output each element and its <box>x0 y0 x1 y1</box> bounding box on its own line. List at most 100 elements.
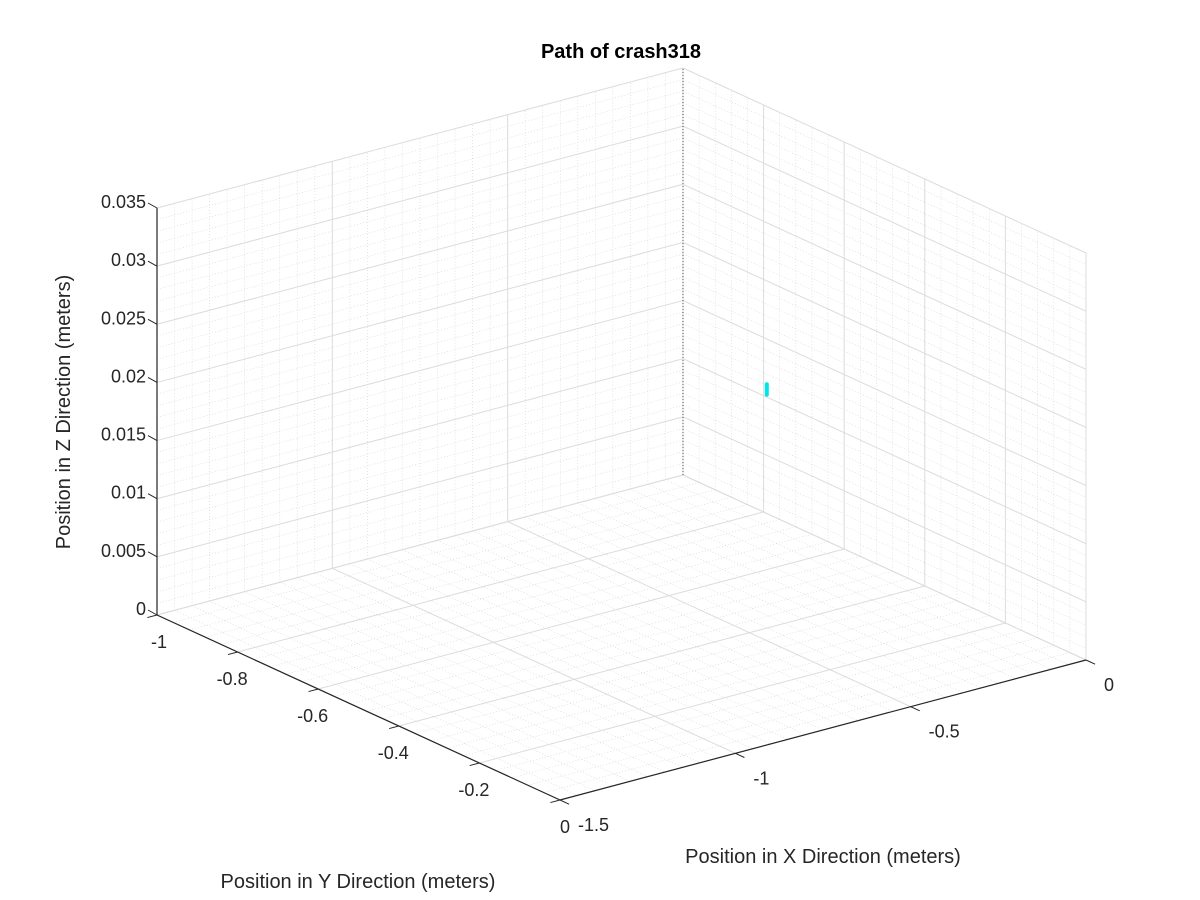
minor-gridline <box>560 507 964 693</box>
minor-gridline <box>682 90 1087 277</box>
minor-gridline <box>297 577 701 763</box>
z-tick-label: 0.03 <box>111 250 146 270</box>
z-gridline <box>682 358 1087 545</box>
minor-gridline <box>647 484 1052 670</box>
minor-gridline <box>682 277 1087 463</box>
minor-gridline <box>419 544 824 731</box>
minor-gridline <box>156 311 684 453</box>
minor-gridline <box>156 451 684 593</box>
minor-gridline <box>682 335 1087 521</box>
minor-gridline <box>156 323 684 465</box>
minor-gridline <box>156 160 684 302</box>
z-gridline <box>156 300 684 442</box>
minor-gridline <box>447 607 974 749</box>
minor-gridline <box>682 160 1087 347</box>
minor-gridline <box>279 582 683 768</box>
minor-gridline <box>156 381 684 523</box>
z-gridline <box>682 183 1087 370</box>
minor-gridline <box>227 596 631 782</box>
x-gridline <box>398 585 925 727</box>
axes-box <box>156 68 1087 801</box>
x-gridline <box>479 622 1006 764</box>
minor-gridline <box>156 114 684 255</box>
minor-gridline <box>682 439 1087 626</box>
minor-gridline <box>682 346 1087 533</box>
x-tick <box>550 799 561 804</box>
minor-gridline <box>156 149 684 290</box>
x-gridline <box>237 511 764 653</box>
minor-gridline <box>253 519 780 660</box>
y-tick-label: -1 <box>753 768 769 788</box>
minor-gridline <box>682 218 1087 405</box>
z-gridline <box>156 67 684 209</box>
minor-gridline <box>173 482 700 623</box>
minor-gridline <box>682 381 1087 568</box>
chart-title: Path of crash318 <box>541 41 701 63</box>
minor-gridline <box>682 428 1087 614</box>
z-gridline <box>156 474 684 616</box>
z-gridline <box>156 241 684 383</box>
z-tick-label: 0.005 <box>101 541 146 561</box>
minor-gridline <box>542 512 946 698</box>
minor-gridline <box>525 516 929 703</box>
minor-gridline <box>156 439 684 581</box>
minor-gridline <box>612 493 1016 679</box>
minor-gridline <box>682 288 1087 475</box>
minor-gridline <box>682 463 1087 649</box>
x-tick-label: -1 <box>151 632 167 652</box>
minor-gridline <box>682 207 1087 393</box>
z-gridline <box>682 241 1087 428</box>
minor-gridline <box>430 600 958 742</box>
minor-gridline <box>367 558 771 745</box>
minor-gridline <box>156 463 684 604</box>
minor-gridline <box>454 535 859 721</box>
z-tick <box>147 551 158 558</box>
minor-gridline <box>414 593 941 734</box>
minor-gridline <box>682 114 1087 300</box>
x-gridline <box>318 548 845 690</box>
minor-gridline <box>682 370 1087 556</box>
y-tick <box>1085 659 1096 665</box>
minor-gridline <box>221 504 748 645</box>
x-tick <box>227 651 238 656</box>
minor-gridline <box>682 253 1087 440</box>
minor-gridline <box>402 549 806 735</box>
z-tick-label: 0.01 <box>111 483 146 503</box>
y-tick <box>559 799 570 805</box>
x-axis-label: Position in X Direction (meters) <box>685 846 961 868</box>
minor-gridline <box>630 488 1034 675</box>
y-tick <box>910 706 920 712</box>
minor-gridline <box>682 195 1087 382</box>
minor-gridline <box>382 578 909 719</box>
minor-gridline <box>191 605 596 791</box>
y-gridline <box>507 521 911 708</box>
minor-gridline <box>156 265 684 406</box>
minor-gridline <box>156 253 684 395</box>
minor-gridline <box>577 502 981 689</box>
y-axis-label: Position in Y Direction (meters) <box>221 871 496 893</box>
minor-gridline <box>682 311 1087 498</box>
minor-gridline <box>244 591 648 777</box>
minor-gridline <box>314 572 718 759</box>
minor-gridline <box>156 277 684 418</box>
minor-gridline <box>156 370 684 511</box>
x-tick-label: -0.6 <box>297 706 328 726</box>
minor-gridline <box>527 644 1054 786</box>
minor-gridline <box>156 207 684 348</box>
z-gridline <box>156 125 684 267</box>
x-tick-label: -0.4 <box>378 743 409 763</box>
y-axis-line <box>559 659 1087 801</box>
minor-gridline <box>156 102 684 244</box>
minor-gridline <box>595 498 999 684</box>
y-tick-label: -0.5 <box>929 722 960 742</box>
minor-gridline <box>156 288 684 430</box>
z-axis-label: Position in Z Direction (meters) <box>53 275 75 550</box>
z-tick-label: 0 <box>136 599 146 619</box>
x-tick-label: -0.2 <box>458 780 489 800</box>
minor-gridline <box>682 404 1087 591</box>
minor-gridline <box>472 530 876 717</box>
minor-gridline <box>384 554 789 740</box>
x-tick <box>469 762 480 767</box>
